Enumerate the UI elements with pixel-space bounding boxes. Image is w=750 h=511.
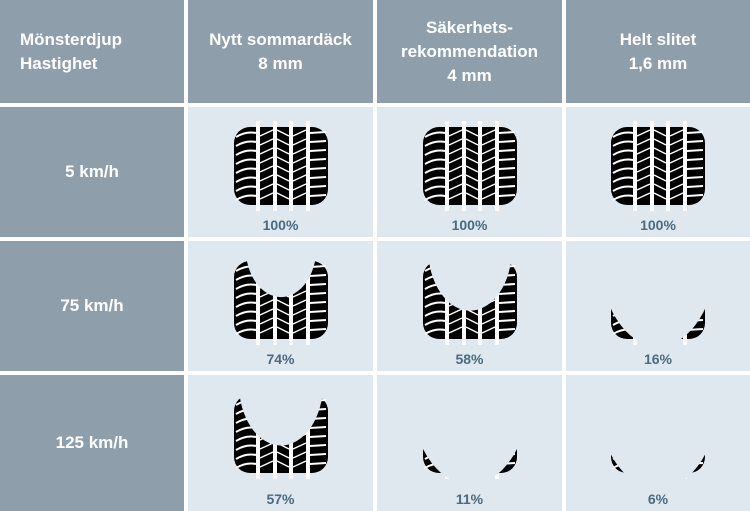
tire-footprint-icon <box>233 121 328 211</box>
contact-percent: 16% <box>643 351 673 367</box>
footprint-cell: 16% <box>566 241 750 371</box>
row-header: 75 km/h <box>0 241 184 371</box>
header-line: 8 mm <box>258 53 303 73</box>
footprint-cell: 57% <box>188 375 373 511</box>
header-line: rekommendation <box>401 41 538 61</box>
speed-label: Hastighet <box>20 53 98 73</box>
column-header-worn: Helt slitet 1,6 mm <box>566 0 750 103</box>
column-header-safety: Säkerhets- rekommendation 4 mm <box>377 0 562 103</box>
tire-footprint-icon <box>611 255 705 345</box>
footprint-cell: 6% <box>566 375 750 511</box>
contact-percent: 11% <box>455 491 484 507</box>
footprint-cell: 100% <box>377 107 562 237</box>
footprint-cell: 58% <box>377 241 562 371</box>
tire-footprint-icon <box>611 389 705 479</box>
tread-depth-label: Mönsterdjup <box>20 29 122 49</box>
header-line: Säkerhets- <box>426 17 513 37</box>
tire-footprint-icon <box>422 121 517 211</box>
footprint-cell: 74% <box>188 241 373 371</box>
contact-percent: 57% <box>266 491 295 507</box>
header-line: Nytt sommardäck <box>209 29 352 49</box>
footprint-cell: 11% <box>377 375 562 511</box>
column-header-new-tire: Nytt sommardäck 8 mm <box>188 0 373 103</box>
contact-percent: 100% <box>451 217 488 233</box>
contact-percent: 74% <box>266 351 295 367</box>
tire-footprint-icon <box>611 121 705 211</box>
footprint-cell: 100% <box>188 107 373 237</box>
tire-footprint-icon <box>233 255 328 345</box>
header-line: 1,6 mm <box>628 53 688 73</box>
row-header: 5 km/h <box>0 107 184 237</box>
tire-footprint-icon <box>422 255 517 345</box>
row-header: 125 km/h <box>0 375 184 511</box>
header-line: 4 mm <box>447 65 492 85</box>
contact-percent: 100% <box>640 217 676 233</box>
contact-percent: 6% <box>647 491 669 507</box>
tire-footprint-icon <box>422 389 517 479</box>
corner-header: Mönsterdjup Hastighet <box>0 0 184 103</box>
footprint-cell: 100% <box>566 107 750 237</box>
contact-percent: 58% <box>455 351 484 367</box>
tire-footprint-icon <box>233 389 328 479</box>
contact-percent: 100% <box>262 217 299 233</box>
header-line: Helt slitet <box>619 29 697 49</box>
